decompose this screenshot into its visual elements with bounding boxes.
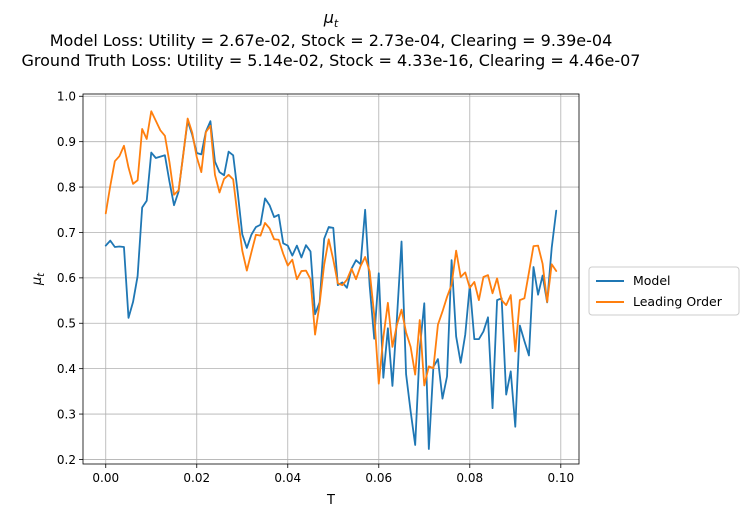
series-line-leading-order bbox=[104, 110, 558, 387]
chart-title-model-loss: Model Loss: Utility = 2.67e-02, Stock = … bbox=[50, 31, 613, 50]
x-axis-ticks: 0.00 0.02 0.04 0.06 0.08 0.10 bbox=[92, 464, 574, 485]
x-tick-label: 0.00 bbox=[92, 471, 119, 485]
y-tick-label: 0.3 bbox=[57, 407, 76, 421]
legend-box bbox=[588, 266, 740, 316]
legend-label-leading-order: Leading Order bbox=[633, 294, 723, 309]
y-tick-label: 0.9 bbox=[57, 135, 76, 149]
series-line-model bbox=[104, 119, 558, 450]
legend: Model Leading Order bbox=[588, 266, 740, 316]
y-tick-label: 0.6 bbox=[57, 271, 76, 285]
chart-title-ground-truth-loss: Ground Truth Loss: Utility = 5.14e-02, S… bbox=[22, 51, 641, 70]
gridlines bbox=[83, 94, 579, 464]
y-axis-label: μt bbox=[30, 272, 47, 286]
chart-title-symbol: μt bbox=[323, 8, 339, 30]
y-tick-label: 0.8 bbox=[57, 180, 76, 194]
y-tick-label: 1.0 bbox=[57, 90, 76, 104]
series-layer bbox=[104, 110, 558, 450]
y-axis-ticks: 0.2 0.3 0.4 0.5 0.6 0.7 0.8 0.9 1.0 bbox=[57, 90, 83, 467]
x-tick-label: 0.08 bbox=[456, 471, 483, 485]
y-tick-label: 0.7 bbox=[57, 226, 76, 240]
plot-frame bbox=[82, 93, 580, 465]
x-tick-label: 0.10 bbox=[547, 471, 574, 485]
y-tick-label: 0.2 bbox=[57, 453, 76, 467]
x-tick-label: 0.06 bbox=[365, 471, 392, 485]
legend-label-model: Model bbox=[633, 273, 671, 288]
y-axis-label-subscript: t bbox=[36, 272, 47, 277]
chart-title-subscript: t bbox=[334, 17, 339, 30]
y-tick-label: 0.4 bbox=[57, 362, 76, 376]
x-axis-label: T bbox=[326, 493, 335, 508]
y-tick-label: 0.5 bbox=[57, 317, 76, 331]
x-tick-label: 0.02 bbox=[183, 471, 210, 485]
x-tick-label: 0.04 bbox=[274, 471, 301, 485]
